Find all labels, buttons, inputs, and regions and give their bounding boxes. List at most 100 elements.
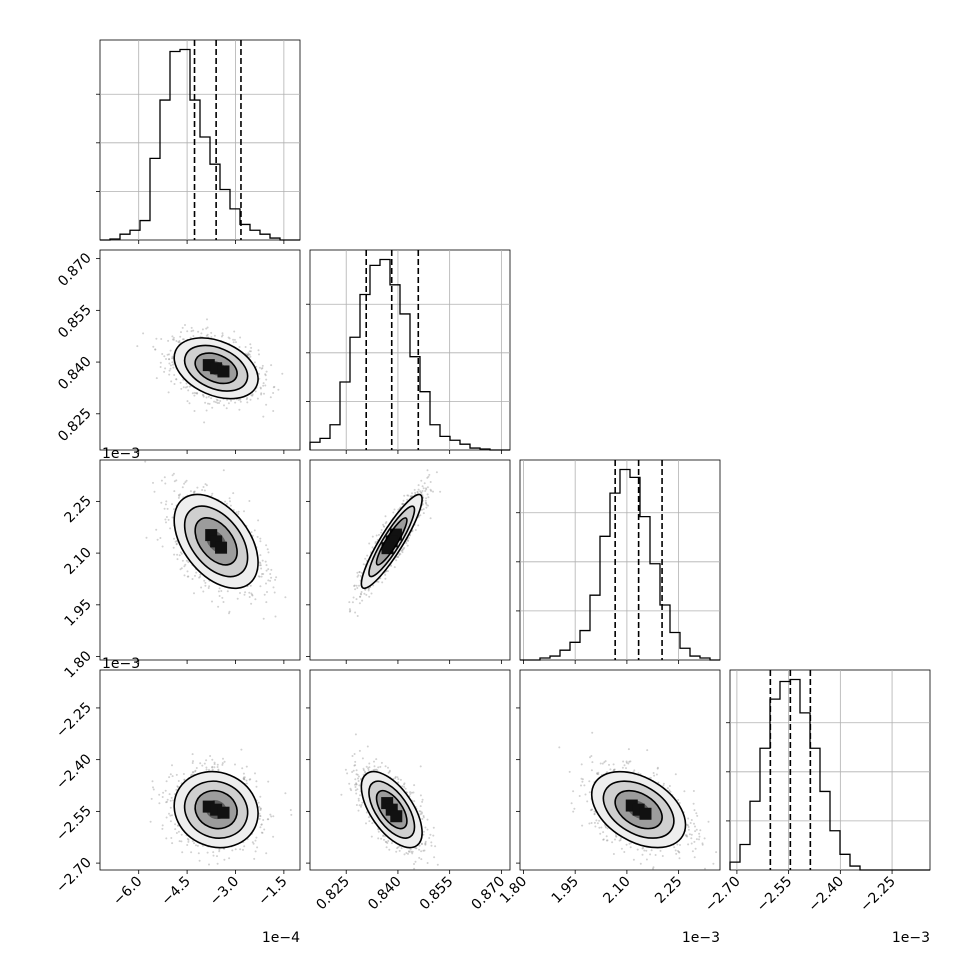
scatter-point (191, 392, 194, 395)
scatter-point (144, 460, 147, 463)
scatter-point (357, 574, 360, 577)
scatter-point (166, 507, 169, 510)
scatter-point (242, 772, 245, 775)
scatter-point (181, 338, 184, 341)
scatter-point (182, 338, 185, 341)
scatter-point (180, 833, 183, 836)
scatter-point (145, 536, 148, 539)
scatter-point (195, 392, 197, 395)
scatter-point (177, 341, 180, 343)
scatter-point (178, 554, 181, 557)
scatter-point (178, 341, 181, 344)
histogram-series (309, 258, 510, 451)
scatter-point (175, 832, 178, 834)
scatter-point (152, 788, 155, 791)
scatter-point (165, 521, 167, 524)
scatter-point (156, 538, 159, 541)
scatter-point (188, 385, 191, 388)
scatter-point (261, 367, 264, 369)
scatter-point (264, 560, 267, 563)
scatter-point (403, 494, 406, 497)
histogram-series (729, 678, 930, 871)
scatter-point (217, 605, 220, 608)
scatter-point (211, 600, 213, 603)
scatter-point (234, 401, 237, 404)
scatter-point (224, 500, 227, 503)
scatter-point (272, 815, 275, 818)
scatter-point (262, 382, 265, 385)
scatter-point (211, 406, 214, 409)
scatter-point (216, 399, 219, 402)
scatter-point (371, 535, 374, 538)
scatter-point (208, 768, 210, 771)
scatter-point (168, 362, 171, 365)
scatter-point (249, 355, 252, 358)
scatter-point (164, 789, 167, 792)
scatter-point (226, 398, 229, 401)
hist-panel-0 (96, 39, 301, 244)
scatter-point (236, 597, 239, 600)
scatter-point (429, 517, 432, 520)
scatter-point (163, 507, 166, 510)
scatter-point (211, 758, 214, 761)
scatter-point (183, 574, 186, 577)
scatter-point (424, 490, 427, 492)
scatter-point (423, 482, 426, 485)
density-bin (217, 365, 230, 378)
scatter-point (256, 397, 259, 400)
scatter-point (237, 512, 240, 515)
scatter-point (171, 775, 174, 778)
scatter-point (232, 341, 235, 344)
scatter-point (198, 576, 201, 579)
scatter-point (348, 610, 351, 613)
scatter-point (226, 590, 229, 593)
scatter-point (355, 598, 358, 601)
scatter-point (164, 518, 167, 521)
scatter-point (167, 339, 170, 342)
scatter-point (426, 486, 429, 489)
scatter-point (173, 383, 176, 385)
scatter-point (191, 771, 194, 774)
density-core (202, 359, 230, 378)
scatter-point (277, 388, 280, 391)
scatter-point (155, 377, 158, 380)
axes-frame (99, 459, 301, 661)
scatter-point (234, 848, 237, 851)
scatter-point (356, 615, 359, 617)
scatter-point (407, 540, 409, 542)
scatter-point (190, 330, 193, 333)
scatter-point (356, 587, 359, 589)
scatter-point (181, 851, 184, 854)
scatter-point (405, 542, 408, 545)
scatter-point (367, 589, 370, 592)
scatter-point (419, 490, 422, 493)
scatter-point (254, 390, 257, 393)
scatter-point (237, 510, 240, 513)
scatter-point (429, 481, 432, 483)
scatter-point (246, 401, 249, 404)
scatter-point (410, 495, 412, 498)
scatter-point (201, 328, 204, 331)
scatter-point (161, 796, 164, 798)
scatter-point (272, 410, 275, 412)
scatter-point (184, 563, 187, 566)
scatter-point (187, 840, 190, 843)
scatter-point (247, 353, 250, 356)
scatter-point (186, 570, 189, 573)
scatter-point (171, 355, 174, 358)
axes-frame (309, 249, 511, 451)
scatter-point (248, 500, 251, 502)
scatter-point (257, 349, 260, 352)
scatter-point (211, 768, 214, 771)
scatter-point (171, 357, 173, 360)
scatter-point (424, 499, 427, 502)
scatter-point (173, 490, 176, 493)
scatter-point (173, 374, 176, 376)
scatter-point (248, 350, 251, 353)
scatter-point (168, 812, 170, 815)
axes-frame (309, 459, 511, 661)
scatter-point (186, 330, 189, 333)
scatter-point (417, 488, 420, 491)
scatter-point (249, 350, 252, 353)
scatter-point (422, 508, 425, 511)
